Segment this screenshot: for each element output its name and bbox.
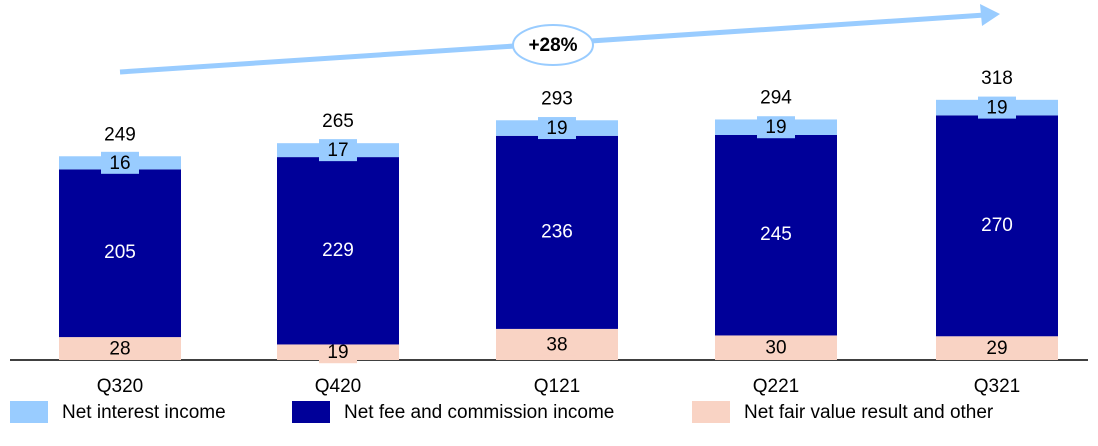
data-label: 229 bbox=[322, 240, 354, 261]
legend-swatch bbox=[692, 401, 730, 423]
bar-segment bbox=[59, 169, 181, 338]
trend-arrowhead bbox=[980, 4, 1000, 26]
label-box bbox=[978, 96, 1016, 119]
data-label: 19 bbox=[986, 98, 1007, 119]
legend-swatch bbox=[10, 401, 48, 423]
total-label: 249 bbox=[104, 124, 136, 145]
data-label: 245 bbox=[760, 224, 792, 245]
data-label: 19 bbox=[327, 342, 348, 363]
x-tick-label: Q320 bbox=[97, 376, 143, 397]
data-label: 16 bbox=[109, 153, 130, 174]
annotation: +28% bbox=[528, 35, 577, 56]
label-box bbox=[757, 116, 795, 139]
data-label: 28 bbox=[109, 339, 130, 360]
data-label: 270 bbox=[981, 215, 1013, 236]
label-box bbox=[538, 117, 576, 140]
x-tick-label: Q121 bbox=[534, 376, 580, 397]
data-label: 205 bbox=[104, 242, 136, 263]
x-tick-label: Q321 bbox=[974, 376, 1020, 397]
legend-label: Net interest income bbox=[62, 402, 226, 423]
legend-swatch bbox=[292, 401, 330, 423]
bar-segment bbox=[496, 135, 618, 329]
bar-segment bbox=[715, 135, 837, 336]
legend-label: Net fair value result and other bbox=[744, 402, 994, 423]
data-label: 29 bbox=[986, 338, 1007, 359]
bar-segment bbox=[277, 157, 399, 345]
x-tick-label: Q221 bbox=[753, 376, 799, 397]
data-label: 38 bbox=[546, 334, 567, 355]
total-label: 318 bbox=[981, 68, 1013, 89]
label-box bbox=[978, 337, 1016, 360]
label-box bbox=[319, 139, 357, 162]
label-box bbox=[101, 151, 139, 174]
data-label: 30 bbox=[765, 338, 786, 359]
data-label: 17 bbox=[327, 140, 348, 161]
bar-segment bbox=[936, 115, 1058, 337]
total-label: 265 bbox=[322, 111, 354, 132]
data-label: 236 bbox=[541, 221, 573, 242]
x-tick-label: Q420 bbox=[315, 376, 361, 397]
label-box bbox=[538, 333, 576, 356]
label-box bbox=[319, 341, 357, 364]
total-label: 293 bbox=[541, 88, 573, 109]
label-box bbox=[757, 336, 795, 359]
annotation-bubble bbox=[512, 24, 594, 66]
data-label: 19 bbox=[546, 118, 567, 139]
label-box bbox=[101, 337, 139, 360]
data-label: 19 bbox=[765, 117, 786, 138]
total-label: 294 bbox=[760, 87, 792, 108]
legend-label: Net fee and commission income bbox=[344, 402, 614, 423]
